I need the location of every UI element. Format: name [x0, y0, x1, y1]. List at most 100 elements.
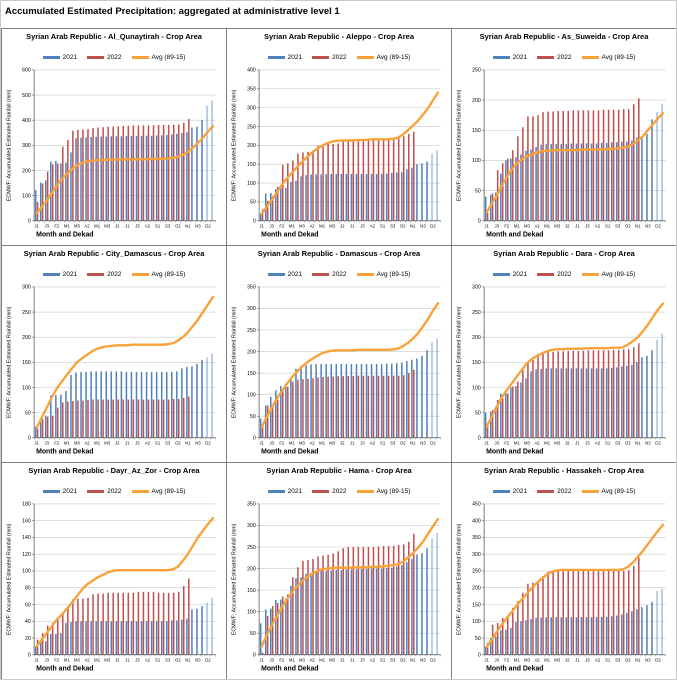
bar-2021	[520, 153, 522, 221]
x-tick-label: N1	[635, 440, 641, 445]
bar-2022	[266, 405, 269, 438]
y-tick-label: 300	[22, 284, 31, 290]
bar-2021	[105, 136, 107, 221]
bar-2021	[320, 570, 322, 655]
bar-2022	[527, 115, 529, 221]
x-tick-label: D2	[430, 657, 436, 662]
x-tick-label: S1	[605, 223, 611, 228]
y-tick-label: 300	[472, 552, 481, 558]
bar-2021	[540, 144, 542, 221]
x-tick-label: N1	[185, 440, 191, 445]
bar-2021	[411, 558, 413, 655]
x-tick-label: N1	[635, 223, 641, 228]
legend-item-2021: 2021	[492, 271, 527, 278]
legend-swatch	[131, 272, 149, 276]
chart-legend: 2021 2022 Avg (89-15)	[452, 52, 676, 63]
bar-2021	[280, 187, 282, 221]
bar-2021	[510, 627, 512, 655]
bar-2022	[62, 146, 64, 221]
bar-2021	[431, 153, 433, 221]
bar-2022	[147, 124, 150, 221]
bar-2022	[332, 553, 334, 655]
bar-2021	[290, 181, 292, 221]
y-tick-label: 300	[22, 143, 31, 149]
bar-2021	[140, 135, 143, 221]
x-tick-label: J2	[565, 440, 570, 445]
x-tick-label: J2	[340, 440, 345, 445]
x-tick-label: S1	[605, 657, 611, 662]
x-tick-label: S1	[380, 440, 386, 445]
bar-2021	[535, 368, 537, 438]
chart-title: Syrian Arab Republic - City_Damascus - C…	[23, 249, 205, 258]
bar-2021	[621, 614, 623, 655]
y-tick-label: 0	[478, 652, 481, 658]
bar-2021	[355, 363, 358, 438]
bar-2021	[305, 174, 307, 221]
y-tick-label: 50	[25, 410, 31, 416]
chart-legend: 2021 2022 Avg (89-15)	[227, 269, 451, 280]
bar-2021	[661, 588, 663, 655]
y-tick-label: 400	[247, 67, 256, 73]
bar-2021	[155, 620, 158, 655]
bar-2021	[575, 616, 578, 655]
bar-2021	[201, 605, 203, 655]
legend-label: Avg (89-15)	[151, 270, 186, 278]
bar-2021	[426, 161, 428, 221]
bar-2021	[34, 189, 37, 221]
bar-2022	[282, 164, 284, 221]
x-tick-label: F2	[54, 440, 60, 445]
bar-2022	[486, 423, 489, 438]
bar-2021	[365, 568, 368, 655]
x-tick-label: N3	[645, 657, 651, 662]
bar-2021	[285, 598, 287, 655]
bar-2021	[545, 143, 547, 221]
bar-2021	[520, 620, 522, 655]
bar-2021	[165, 134, 168, 221]
bar-2021	[155, 371, 158, 438]
bar-2021	[525, 619, 527, 655]
bar-2022	[617, 349, 620, 438]
bar-2022	[633, 103, 635, 221]
bar-2021	[310, 572, 312, 655]
legend-item-2021: 2021	[492, 488, 527, 495]
bar-2021	[325, 363, 327, 438]
bar-2021	[375, 173, 378, 221]
chart-panel-dayr-az-zor: Syrian Arab Republic - Dayr_Az_Zor - Cro…	[2, 463, 227, 679]
bar-2021	[406, 561, 408, 655]
bar-2022	[172, 124, 175, 221]
legend-item-2021: 2021	[267, 488, 302, 495]
x-tick-label: M1	[64, 440, 71, 445]
legend-item-avg-89-15: Avg (89-15)	[131, 270, 186, 278]
bar-2021	[570, 616, 573, 655]
x-tick-label: N3	[420, 440, 426, 445]
bar-2021	[290, 585, 292, 655]
bar-2022	[522, 126, 524, 221]
bar-2021	[525, 377, 527, 438]
bar-2021	[510, 158, 512, 221]
x-axis-title: Month and Dekad	[486, 231, 543, 238]
bar-2021	[590, 367, 593, 438]
y-tick-label: 0	[478, 435, 481, 441]
x-tick-label: N3	[195, 657, 201, 662]
bar-2022	[377, 375, 380, 438]
bar-2022	[302, 378, 304, 438]
bar-2022	[567, 350, 569, 438]
x-tick-label: N3	[645, 440, 651, 445]
legend-swatch	[356, 55, 374, 59]
bar-2021	[160, 134, 163, 221]
chart-legend: 2021 2022 Avg (89-15)	[2, 486, 226, 497]
legend-item-avg-89-15: Avg (89-15)	[356, 54, 410, 61]
legend-label: 2022	[107, 270, 122, 278]
chart-panel-hassakeh: Syrian Arab Republic - Hassakeh - Crop A…	[452, 463, 676, 679]
bar-2022	[357, 139, 360, 221]
bar-2022	[517, 135, 519, 221]
bar-2021	[39, 182, 42, 221]
legend-label: Avg (89-15)	[376, 487, 411, 495]
x-tick-label: S1	[605, 440, 611, 445]
bar-2022	[557, 350, 559, 438]
bar-2022	[152, 399, 155, 438]
bar-2022	[132, 399, 135, 438]
x-tick-label: A2	[534, 223, 540, 228]
bar-2022	[597, 349, 600, 438]
